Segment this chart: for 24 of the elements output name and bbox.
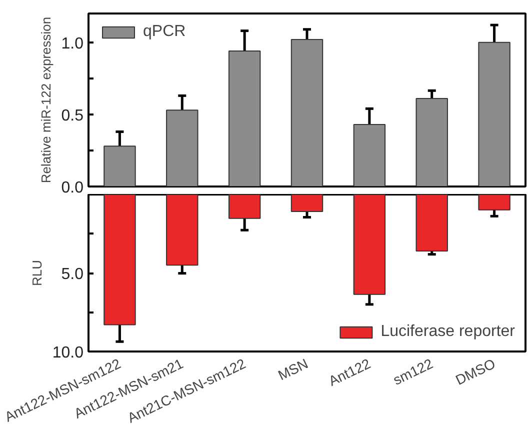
y-tick-label: 10.0 <box>52 344 84 362</box>
y-axis-title: RLU <box>29 260 44 286</box>
bar <box>104 146 136 186</box>
bar <box>478 42 510 186</box>
bar <box>416 194 448 252</box>
bar <box>104 194 136 326</box>
y-tick-label: 0.0 <box>61 180 84 196</box>
x-tick-label: MSN <box>276 355 310 384</box>
bar <box>290 38 324 186</box>
bar <box>353 194 386 295</box>
legend-label: qPCR <box>143 23 186 41</box>
bar <box>228 194 261 219</box>
bar <box>478 194 510 210</box>
bar <box>290 194 324 212</box>
bar <box>416 98 448 186</box>
y-tick-label: 0.5 <box>61 107 84 124</box>
y-tick-label: 5.0 <box>61 266 84 283</box>
y-axis-title: Relative miR-122 expression <box>38 16 54 184</box>
bar <box>228 50 261 186</box>
bar <box>353 124 386 186</box>
bar <box>166 110 198 186</box>
y-tick-label: 1.0 <box>61 35 84 52</box>
legend-label: Luciferase reporter <box>380 323 515 341</box>
bar <box>166 194 198 266</box>
